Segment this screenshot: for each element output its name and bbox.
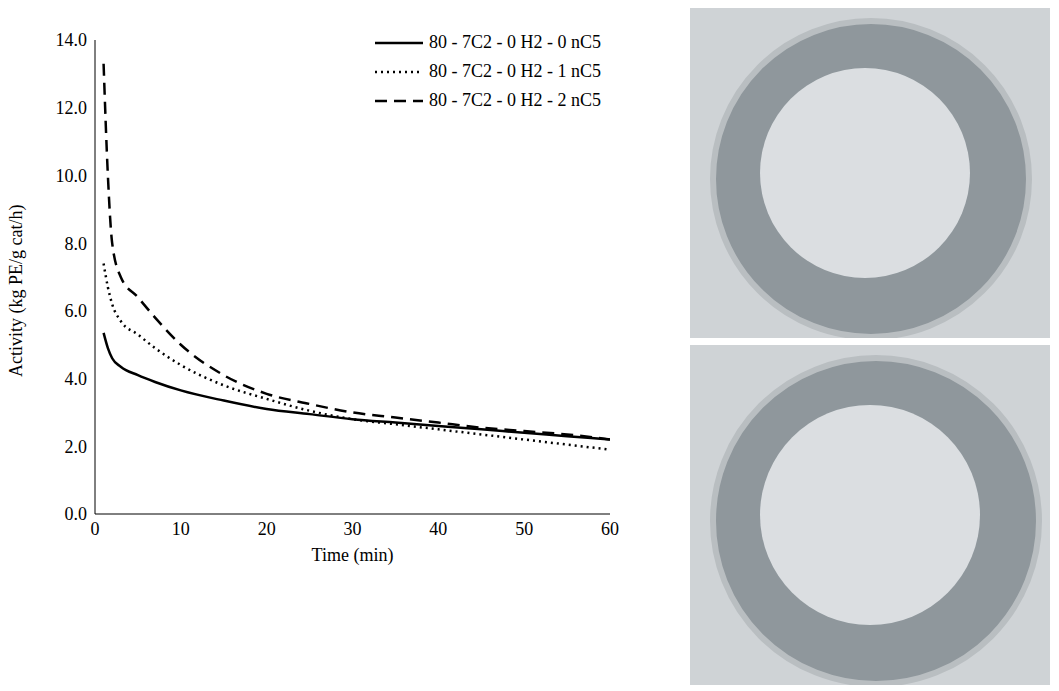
svg-text:10: 10 xyxy=(172,519,190,539)
svg-text:4.0: 4.0 xyxy=(65,369,88,389)
html-text:80 - 7C2 - 0 H2 - 0 nC5: 80 - 7C2 - 0 H2 - 0 nC5 xyxy=(429,32,601,52)
svg-text:8.0: 8.0 xyxy=(65,234,88,254)
html-text:80 - 7C2 - 0 H2 - 2 nC5: 80 - 7C2 - 0 H2 - 2 nC5 xyxy=(429,90,601,110)
svg-text:20: 20 xyxy=(258,519,276,539)
svg-text:0.0: 0.0 xyxy=(65,504,88,524)
svg-text:Activity (kg PE/g cat/h): Activity (kg PE/g cat/h) xyxy=(6,205,27,377)
svg-text:60: 60 xyxy=(601,519,619,539)
svg-text:10.0: 10.0 xyxy=(56,166,88,186)
html-text:80 - 7C2 - 0 H2 - 1 nC5: 80 - 7C2 - 0 H2 - 1 nC5 xyxy=(429,61,601,81)
svg-text:6.0: 6.0 xyxy=(65,301,88,321)
svg-text:50: 50 xyxy=(515,519,533,539)
svg-text:2.0: 2.0 xyxy=(65,437,88,457)
svg-text:30: 30 xyxy=(344,519,362,539)
svg-text:14.0: 14.0 xyxy=(56,30,88,50)
svg-text:0: 0 xyxy=(91,519,100,539)
svg-text:12.0: 12.0 xyxy=(56,98,88,118)
svg-text:40: 40 xyxy=(429,519,447,539)
svg-text:Time (min): Time (min) xyxy=(312,545,394,566)
